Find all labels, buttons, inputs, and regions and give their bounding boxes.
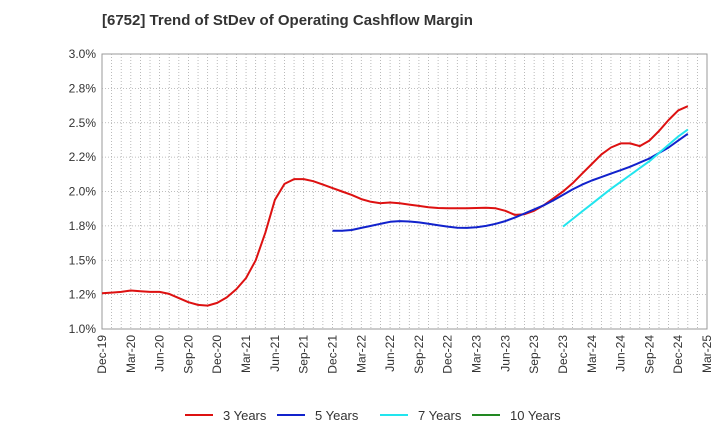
x-tick-label: Mar-20	[124, 335, 138, 373]
x-tick-label: Dec-22	[441, 335, 455, 374]
x-tick-label: Sep-22	[412, 335, 426, 374]
x-tick-label: Jun-22	[383, 335, 397, 372]
x-tick-label: Jun-20	[153, 335, 167, 372]
chart-title: [6752] Trend of StDev of Operating Cashf…	[102, 12, 473, 29]
x-tick-label: Jun-23	[498, 335, 512, 372]
x-tick-label: Jun-24	[614, 335, 628, 372]
x-tick-label: Sep-21	[297, 335, 311, 374]
x-tick-label: Sep-24	[642, 335, 656, 374]
y-tick-label: 1.0%	[69, 322, 97, 336]
series-line-5-years	[332, 132, 689, 232]
y-tick-label: 2.0%	[69, 185, 97, 199]
legend-label-3-years: 3 Years	[223, 408, 267, 423]
x-tick-label: Dec-23	[556, 335, 570, 374]
y-tick-label: 2.2%	[69, 150, 97, 164]
legend-label-7-years: 7 Years	[418, 408, 462, 423]
grid-lines	[102, 54, 707, 329]
y-tick-label: 2.8%	[69, 81, 97, 95]
y-tick-label: 1.8%	[69, 219, 97, 233]
x-tick-label: Dec-21	[325, 335, 339, 374]
x-tick-label: Mar-21	[239, 335, 253, 373]
x-tick-label: Jun-21	[268, 335, 282, 372]
x-tick-label: Sep-23	[527, 335, 541, 374]
legend-label-10-years: 10 Years	[510, 408, 561, 423]
x-axis: Dec-19 Mar-20 Jun-20 Sep-20 Dec-20 Mar-21 Jun-…	[95, 335, 714, 374]
y-tick-label: 1.5%	[69, 253, 97, 267]
x-tick-label: Dec-24	[671, 335, 685, 374]
series-line-7-years	[562, 128, 689, 228]
y-axis: 1.0% 1.2% 1.5% 1.8% 2.0% 2.2% 2.5% 2.8% 3.0%	[69, 47, 97, 336]
x-tick-label: Dec-19	[95, 335, 109, 374]
series-line-3-years	[101, 105, 689, 307]
x-tick-label: Mar-23	[470, 335, 484, 373]
legend-label-5-years: 5 Years	[315, 408, 359, 423]
x-tick-label: Mar-24	[585, 335, 599, 373]
x-tick-label: Mar-22	[354, 335, 368, 373]
legend: 3 Years 5 Years 7 Years 10 Years	[185, 408, 561, 423]
y-tick-label: 1.2%	[69, 288, 97, 302]
x-tick-label: Sep-20	[181, 335, 195, 374]
y-tick-label: 3.0%	[69, 47, 97, 61]
x-tick-label: Dec-20	[210, 335, 224, 374]
y-tick-label: 2.5%	[69, 116, 97, 130]
x-tick-label: Mar-25	[700, 335, 714, 373]
series-layer	[101, 105, 689, 307]
